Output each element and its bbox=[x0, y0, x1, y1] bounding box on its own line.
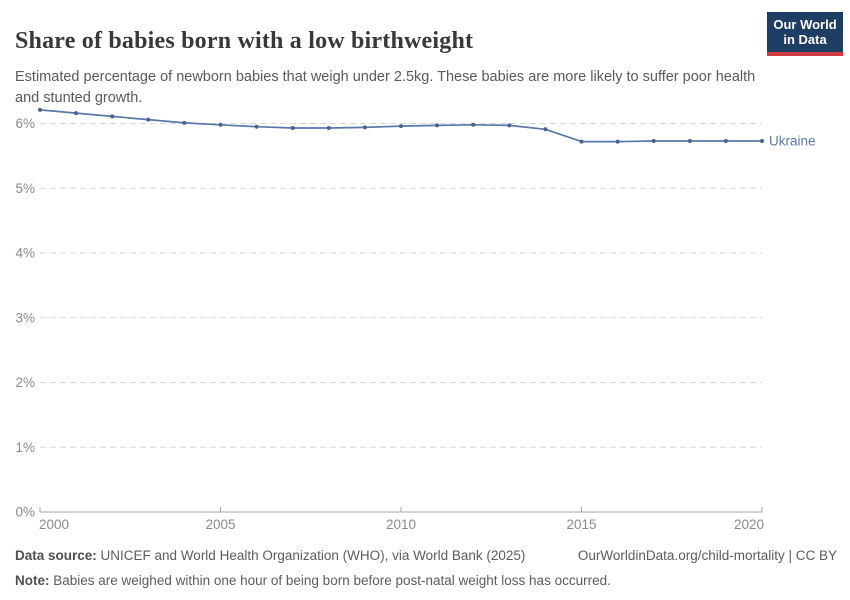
data-point-2014[interactable] bbox=[543, 127, 548, 132]
data-point-2020[interactable] bbox=[760, 139, 764, 143]
x-tick-label-2010: 2010 bbox=[386, 517, 416, 532]
chart-footer: Data source: UNICEF and World Health Org… bbox=[15, 547, 837, 590]
data-point-2017[interactable] bbox=[651, 139, 656, 143]
data-point-2008[interactable] bbox=[326, 126, 331, 130]
data-point-2002[interactable] bbox=[110, 114, 115, 119]
y-tick-label-1%: 1% bbox=[15, 440, 35, 455]
owid-url-link[interactable]: OurWorldinData.org/child-mortality | CC … bbox=[577, 548, 837, 563]
data-point-2011[interactable] bbox=[435, 123, 440, 128]
y-tick-label-3%: 3% bbox=[15, 310, 35, 325]
note-text: Babies are weighed within one hour of be… bbox=[49, 573, 611, 589]
data-point-2018[interactable] bbox=[687, 139, 692, 143]
data-source-text: UNICEF and World Health Organization (WH… bbox=[96, 548, 526, 563]
data-point-2005[interactable] bbox=[218, 122, 223, 127]
y-tick-label-2%: 2% bbox=[15, 375, 35, 390]
data-point-2009[interactable] bbox=[362, 125, 367, 130]
x-tick-label-2015: 2015 bbox=[566, 517, 596, 532]
page-title: Share of babies born with a low birthwei… bbox=[15, 28, 474, 55]
data-source: Data source: UNICEF and World Health Org… bbox=[15, 547, 525, 565]
series-label-ukraine[interactable]: Ukraine bbox=[769, 133, 816, 148]
note-label: Note: bbox=[15, 573, 50, 589]
data-point-2004[interactable] bbox=[182, 120, 187, 125]
data-point-2013[interactable] bbox=[507, 123, 512, 128]
data-point-2015[interactable] bbox=[579, 139, 584, 144]
chart-note: Note: Babies are weighed within one hour… bbox=[15, 572, 837, 590]
owid-logo[interactable]: Our World in Data bbox=[767, 12, 843, 56]
data-point-2000[interactable] bbox=[38, 107, 42, 112]
x-tick-label-2020: 2020 bbox=[734, 517, 764, 532]
owid-logo-line2: in Data bbox=[783, 32, 827, 48]
owid-logo-line1: Our World bbox=[773, 17, 837, 32]
data-point-2001[interactable] bbox=[74, 111, 79, 116]
y-tick-label-4%: 4% bbox=[15, 246, 35, 261]
y-tick-label-5%: 5% bbox=[15, 181, 35, 196]
x-tick-label-2000: 2000 bbox=[39, 517, 69, 532]
data-point-2016[interactable] bbox=[615, 139, 620, 144]
data-point-2019[interactable] bbox=[723, 139, 728, 143]
data-point-2010[interactable] bbox=[399, 124, 403, 129]
data-point-2007[interactable] bbox=[290, 126, 295, 130]
x-tick-label-2005: 2005 bbox=[205, 517, 235, 532]
y-tick-label-6%: 6% bbox=[15, 116, 35, 131]
y-tick-label-0%: 0% bbox=[15, 505, 35, 520]
line-chart: 0% 1% 2% 3% 4% 5% 6% 2000 2005 2010 2015 2020 Ukrain… bbox=[15, 107, 816, 532]
data-source-label: Data source: bbox=[15, 548, 97, 563]
data-point-2003[interactable] bbox=[146, 117, 151, 122]
chart-subtitle: Estimated percentage of newborn babies t… bbox=[15, 68, 756, 107]
data-point-2012[interactable] bbox=[471, 122, 476, 127]
data-point-2006[interactable] bbox=[254, 124, 259, 129]
